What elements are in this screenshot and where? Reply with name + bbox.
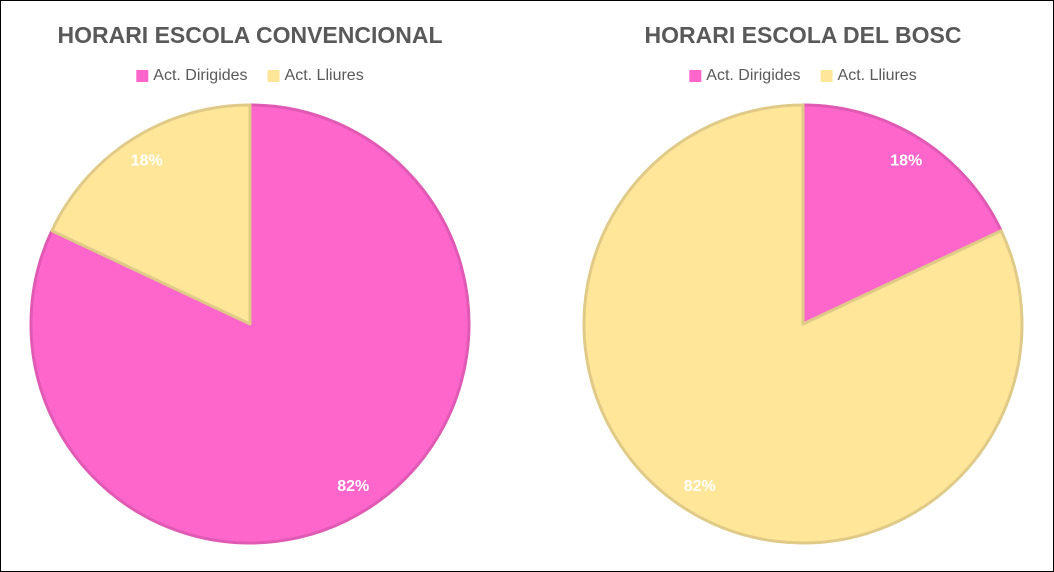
pie-slice bbox=[582, 103, 1024, 545]
data-label: 18% bbox=[890, 152, 922, 169]
chart-title: HORARI ESCOLA CONVENCIONAL bbox=[57, 22, 442, 48]
legend-swatch bbox=[136, 70, 149, 82]
pie-slice bbox=[801, 103, 1003, 326]
legend-swatch bbox=[267, 70, 280, 82]
legend-label: Act. Dirigides bbox=[153, 67, 247, 84]
pie-slice bbox=[50, 103, 252, 326]
data-label: 82% bbox=[684, 478, 716, 495]
chart-title: HORARI ESCOLA DEL BOSC bbox=[645, 22, 962, 48]
data-label: 82% bbox=[337, 478, 369, 495]
legend-label: Act. Lliures bbox=[285, 67, 364, 84]
legend-swatch bbox=[689, 70, 702, 82]
data-label: 18% bbox=[131, 152, 163, 169]
legend-label: Act. Lliures bbox=[838, 67, 917, 84]
legend-swatch bbox=[820, 70, 833, 82]
legend-label: Act. Dirigides bbox=[706, 67, 800, 84]
